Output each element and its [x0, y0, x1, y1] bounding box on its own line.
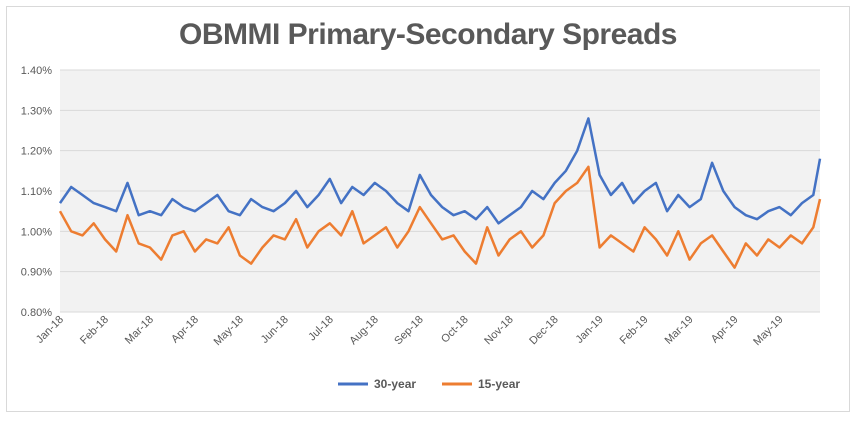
x-tick-label: Aug-18 — [347, 314, 381, 348]
legend-label: 15-year — [478, 377, 520, 391]
x-tick-label: Dec-18 — [527, 314, 561, 348]
y-tick-label: 1.30% — [21, 105, 52, 117]
y-tick-label: 0.80% — [21, 307, 52, 319]
x-tick-label: Apr-18 — [169, 314, 201, 346]
y-tick-label: 1.40% — [21, 65, 52, 77]
x-tick-label: Mar-18 — [123, 314, 156, 347]
x-tick-label: Mar-19 — [663, 314, 696, 347]
x-tick-label: May-19 — [751, 314, 785, 348]
x-tick-label: Feb-19 — [618, 314, 651, 347]
y-tick-label: 1.00% — [21, 226, 52, 238]
x-tick-label: Nov-18 — [482, 314, 516, 348]
x-tick-label: Sep-18 — [392, 314, 426, 348]
x-tick-label: Feb-18 — [78, 314, 111, 347]
x-tick-label: Jul-18 — [306, 314, 336, 344]
y-tick-label: 1.10% — [21, 186, 52, 198]
y-tick-label: 1.20% — [21, 146, 52, 158]
chart-title: OBMMI Primary-Secondary Spreads — [178, 18, 678, 51]
series-line-30-year — [58, 117, 822, 225]
legend-label: 30-year — [374, 377, 416, 391]
x-tick-label: Jun-18 — [259, 314, 291, 346]
y-tick-label: 0.90% — [21, 267, 52, 279]
x-tick-label: Apr-19 — [709, 314, 741, 346]
x-tick-label: May-18 — [212, 314, 246, 348]
x-tick-label: Jan-19 — [573, 314, 605, 346]
x-tick-label: Oct-18 — [439, 314, 471, 346]
series-line-15-year — [58, 165, 822, 269]
